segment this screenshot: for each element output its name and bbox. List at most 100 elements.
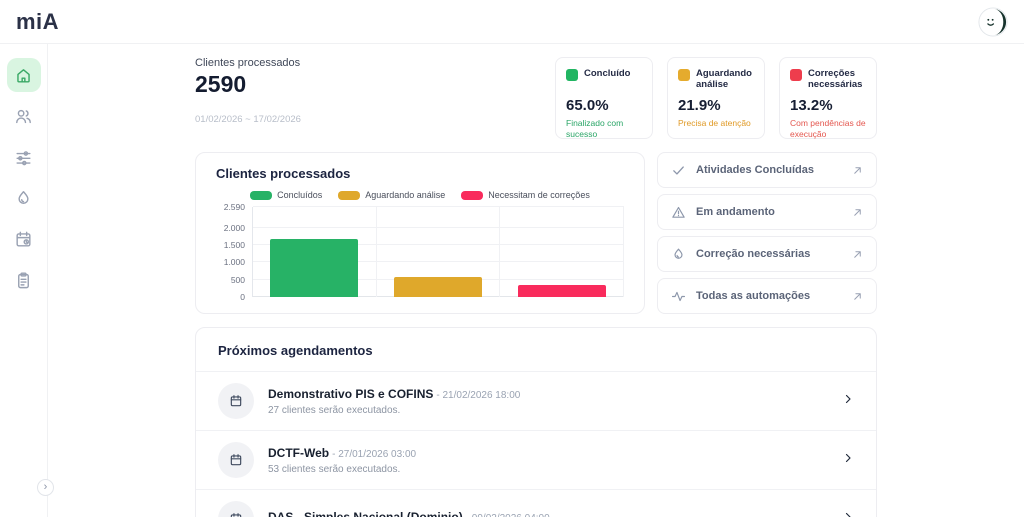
y-axis-tick-label: 500 <box>230 274 245 285</box>
link-correcao-necessarias[interactable]: Correção necessárias <box>657 236 877 272</box>
chevron-right-icon[interactable] <box>842 510 854 517</box>
legend-swatch <box>338 190 361 200</box>
sidebar-collapse-toggle[interactable]: › <box>37 479 54 496</box>
action-label: Todas as automações <box>696 290 811 302</box>
quick-links: Atividades Concluídas Em andamento Corre… <box>657 152 877 314</box>
sidebar-item-clients[interactable] <box>7 99 41 133</box>
schedule-item-title: DAS - Simples Nacional (Dominio) <box>268 510 463 517</box>
check-icon <box>673 165 684 175</box>
link-em-andamento[interactable]: Em andamento <box>657 194 877 230</box>
stat-card-concluido: Concluído 65.0% Finalizado com sucesso <box>555 57 653 139</box>
sidebar-item-reports[interactable] <box>7 263 41 297</box>
main-area: Clientes processados 2590 01/02/2026 ~ 1… <box>48 44 1024 517</box>
clipboard-icon <box>18 272 29 288</box>
chart-bar-0 <box>270 238 359 297</box>
chart-category <box>253 207 377 297</box>
y-axis-tick-label: 1.500 <box>223 239 245 250</box>
stat-value: 65.0% <box>566 97 609 114</box>
stat-value: 13.2% <box>790 97 833 114</box>
schedule-item[interactable]: Demonstrativo PIS e COFINS - 21/02/2026 1… <box>196 371 876 430</box>
y-axis-tick-label: 2.000 <box>223 222 245 233</box>
summary-block: Clientes processados 2590 01/02/2026 ~ 1… <box>195 57 301 125</box>
stat-value: 21.9% <box>678 97 721 114</box>
chart-bars <box>253 207 625 297</box>
stat-card-aguardando: Aguardando análise 21.9% Precisa de aten… <box>667 57 765 139</box>
chart-body: 2.590 2.000 1.500 1.000 500 0 <box>216 202 625 302</box>
schedule-item-title: Demonstrativo PIS e COFINS <box>268 386 434 401</box>
chart-bar-1 <box>393 277 483 297</box>
stat-card-correcoes: Correções necessárias 13.2% Com pendênci… <box>779 57 877 139</box>
calendar-clock-icon <box>16 231 31 247</box>
summary-value: 2590 <box>195 71 247 97</box>
alert-triangle-icon <box>672 206 685 218</box>
chevron-right-icon[interactable] <box>842 451 854 469</box>
chart-title: Clientes processados <box>216 166 351 181</box>
chart-gridline <box>253 206 624 207</box>
legend-item: Aguardando análise <box>338 190 445 200</box>
user-avatar[interactable] <box>978 6 1008 37</box>
sidebar <box>0 44 48 517</box>
app-logo: miA <box>16 8 60 34</box>
chevron-right-icon[interactable] <box>842 392 854 410</box>
y-axis-tick-label: 0 <box>240 292 245 302</box>
red-swatch <box>790 69 802 81</box>
sidebar-item-schedule[interactable] <box>7 222 41 256</box>
schedule-title: Próximos agendamentos <box>218 343 373 358</box>
action-label: Em andamento <box>696 206 775 218</box>
summary-row: Clientes processados 2590 01/02/2026 ~ 1… <box>195 57 877 139</box>
sidebar-item-home[interactable] <box>6 58 41 92</box>
chart-bar-2 <box>517 285 606 297</box>
arrow-up-right-icon <box>854 250 861 258</box>
schedule-item-text: DCTF-Web - 27/01/2026 03:00 53 clientes s… <box>268 446 842 475</box>
users-icon <box>16 109 31 123</box>
stat-caption: Precisa de atenção <box>678 118 751 128</box>
calendar-icon <box>230 454 242 466</box>
arrow-up-right-icon <box>854 292 861 300</box>
legend-swatch <box>250 190 273 200</box>
summary-label: Clientes processados <box>195 57 301 69</box>
action-label: Correção necessárias <box>696 248 811 260</box>
legend-label: Necessitam de correções <box>488 190 590 200</box>
avatar-face-icon <box>978 6 1008 37</box>
schedule-item[interactable]: DCTF-Web - 27/01/2026 03:00 53 clientes s… <box>196 430 876 489</box>
upcoming-schedules-card: Próximos agendamentos Demonstrativo PIS … <box>195 327 877 517</box>
home-icon <box>17 68 30 83</box>
chart-gridline <box>253 226 624 228</box>
action-label: Atividades Concluídas <box>696 164 814 176</box>
schedule-item-avatar <box>218 383 254 419</box>
schedule-item-datetime: - 21/02/2026 18:00 <box>436 389 521 401</box>
schedule-item[interactable]: DAS - Simples Nacional (Dominio)- 09/02/… <box>196 489 876 517</box>
schedule-item-text: DAS - Simples Nacional (Dominio)- 09/02/… <box>268 510 842 517</box>
legend-label: Concluídos <box>277 190 323 200</box>
chart-gridline <box>253 261 624 263</box>
stat-caption: Com pendências de execução <box>790 118 866 140</box>
y-axis-tick-label: 2.590 <box>223 202 245 212</box>
sidebar-item-corrections[interactable] <box>7 181 41 215</box>
flame-icon <box>18 190 29 204</box>
link-atividades-concluidas[interactable]: Atividades Concluídas <box>657 152 877 188</box>
legend-item: Necessitam de correções <box>461 190 590 200</box>
arrow-up-right-icon <box>854 208 861 216</box>
link-todas-automacoes[interactable]: Todas as automações <box>657 278 877 314</box>
stat-label: Correções necessárias <box>808 68 863 91</box>
sliders-icon <box>16 150 31 165</box>
legend-label: Aguardando análise <box>365 190 446 200</box>
schedule-item-subtitle: 27 clientes serão executados. <box>268 404 401 416</box>
header: miA <box>0 0 1024 44</box>
schedule-item-datetime: - 09/02/2026 04:00 <box>466 513 550 517</box>
yellow-swatch <box>678 69 690 81</box>
legend-item: Concluídos <box>250 190 322 200</box>
chart-y-axis: 2.590 2.000 1.500 1.000 500 0 <box>216 202 252 302</box>
schedule-item-datetime: - 27/01/2026 03:00 <box>332 448 417 460</box>
schedule-item-text: Demonstrativo PIS e COFINS - 21/02/2026 1… <box>268 387 842 416</box>
stat-cards: Concluído 65.0% Finalizado com sucesso A… <box>555 57 877 139</box>
arrow-up-right-icon <box>854 166 861 174</box>
chevron-right-glyph: › <box>43 481 48 493</box>
sidebar-item-settings[interactable] <box>7 140 41 174</box>
clients-chart-card: Clientes processados Concluídos Aguardand… <box>195 152 645 314</box>
green-swatch <box>566 69 578 81</box>
chart-category <box>500 207 625 297</box>
chart-plot <box>252 206 625 297</box>
activity-icon <box>671 291 686 301</box>
stat-label: Aguardando análise <box>696 68 752 91</box>
